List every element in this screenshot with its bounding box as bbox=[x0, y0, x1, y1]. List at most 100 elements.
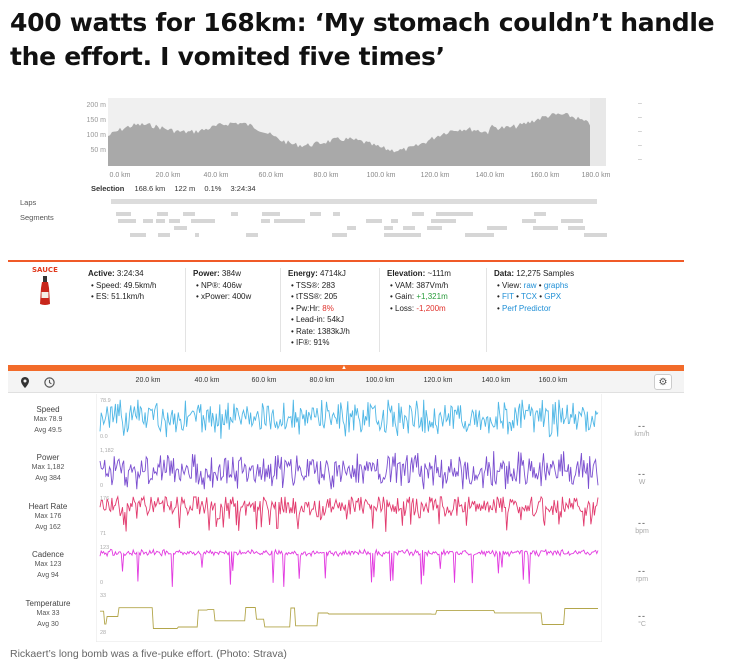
stream-name: Heart Rate bbox=[28, 502, 68, 511]
laps-label: Laps bbox=[20, 198, 37, 207]
fit-export-link[interactable]: FIT bbox=[502, 292, 514, 301]
segment-block[interactable] bbox=[403, 226, 415, 230]
data-label: Data: bbox=[494, 269, 515, 278]
stream-unit: km/h bbox=[634, 431, 650, 438]
map-pin-icon[interactable] bbox=[16, 374, 34, 390]
heart-rate-stream-label: Heart Rate Max 176 Avg 162 bbox=[8, 502, 88, 533]
segment-block[interactable] bbox=[332, 233, 347, 237]
gear-icon[interactable]: ⚙ bbox=[654, 374, 672, 390]
segment-block[interactable] bbox=[310, 212, 321, 216]
loss-label: • Loss: bbox=[390, 303, 417, 313]
segment-block[interactable] bbox=[130, 233, 146, 237]
panel-resize-handle[interactable] bbox=[8, 365, 684, 371]
data-value: 12,275 Samples bbox=[516, 269, 575, 278]
segment-block[interactable] bbox=[191, 219, 215, 223]
elevation-y-label: 50 m bbox=[90, 147, 106, 154]
segment-block[interactable] bbox=[184, 212, 191, 216]
elevation-column: Elevation: ~111m • VAM: 387Vm/h • Gain: … bbox=[379, 268, 451, 352]
sauce-stats-panel: SAUCE Active: 3:24:34 • Speed: 49.5km/h … bbox=[8, 260, 684, 367]
laps-bar[interactable] bbox=[111, 199, 597, 204]
hr-bottom-tick: 71 bbox=[100, 531, 107, 537]
segment-block[interactable] bbox=[384, 226, 393, 230]
elevation-side-mark: – bbox=[638, 100, 642, 107]
loss-value: -1,200m bbox=[416, 303, 446, 313]
segment-block[interactable] bbox=[522, 219, 536, 223]
graph-x-label: 80.0 km bbox=[309, 377, 335, 384]
data-exports: • FIT • TCX • GPX bbox=[497, 292, 562, 301]
gpx-export-link[interactable]: GPX bbox=[544, 292, 562, 301]
sauce-bottle-icon bbox=[40, 276, 50, 305]
data-column: Data: 12,275 Samples • View: raw • graph… bbox=[486, 268, 575, 352]
selection-label: Selection bbox=[91, 184, 125, 193]
cadence-top-tick: 123 bbox=[100, 545, 110, 551]
segment-block[interactable] bbox=[279, 219, 305, 223]
clock-icon[interactable] bbox=[40, 374, 58, 390]
elevation-profile-chart[interactable] bbox=[108, 98, 606, 166]
perf-predictor-link[interactable]: Perf Predictor bbox=[502, 303, 551, 313]
segment-block[interactable] bbox=[246, 233, 258, 237]
segment-block[interactable] bbox=[405, 233, 421, 237]
energy-ttss: • tTSS®: 205 bbox=[291, 292, 338, 301]
elevation-side-mark: – bbox=[638, 156, 642, 163]
hr-top-tick: 176 bbox=[100, 496, 110, 502]
view-graphs-link[interactable]: graphs bbox=[543, 280, 569, 290]
segment-block[interactable] bbox=[487, 226, 507, 230]
elevation-overview: 200 m 150 m 100 m 50 m 0.0 km 20.0 km 40… bbox=[8, 92, 684, 257]
elevation-unselected-region bbox=[590, 98, 606, 166]
segment-block[interactable] bbox=[333, 212, 340, 216]
heart-rate-stream-line bbox=[99, 495, 599, 532]
segment-block[interactable] bbox=[384, 233, 408, 237]
segment-block[interactable] bbox=[231, 212, 238, 216]
active-column: Active: 3:24:34 • Speed: 49.5km/h • ES: … bbox=[88, 268, 157, 303]
segment-block[interactable] bbox=[169, 219, 180, 223]
segment-block[interactable] bbox=[533, 226, 558, 230]
power-np: • NP®: 406w bbox=[196, 280, 242, 290]
graph-x-label: 160.0 km bbox=[538, 377, 568, 384]
segment-block[interactable] bbox=[412, 212, 424, 216]
segment-block[interactable] bbox=[261, 219, 270, 223]
segment-block[interactable] bbox=[158, 233, 170, 237]
segment-block[interactable] bbox=[347, 226, 356, 230]
segment-block[interactable] bbox=[116, 212, 131, 216]
segment-block[interactable] bbox=[456, 212, 473, 216]
elevation-y-label: 100 m bbox=[86, 132, 106, 139]
stream-dash: -- bbox=[638, 469, 646, 479]
elevation-profile-svg bbox=[108, 98, 606, 166]
segment-block[interactable] bbox=[262, 212, 280, 216]
segment-block[interactable] bbox=[470, 233, 494, 237]
segment-block[interactable] bbox=[562, 219, 579, 223]
segment-block[interactable] bbox=[534, 212, 546, 216]
stream-name: Power bbox=[36, 453, 60, 462]
segment-block[interactable] bbox=[391, 219, 398, 223]
cadence-stream-line bbox=[99, 548, 599, 587]
strava-screenshot: 200 m 150 m 100 m 50 m 0.0 km 20.0 km 40… bbox=[8, 92, 684, 642]
energy-value: 4714kJ bbox=[320, 269, 346, 278]
speed-top-tick: 78.9 bbox=[100, 398, 111, 404]
segment-block[interactable] bbox=[568, 226, 585, 230]
segment-block[interactable] bbox=[118, 219, 136, 223]
view-raw-link[interactable]: raw bbox=[523, 280, 537, 290]
segment-block[interactable] bbox=[195, 233, 199, 237]
segment-block[interactable] bbox=[431, 219, 456, 223]
elevation-x-label: 20.0 km bbox=[155, 172, 181, 179]
segment-block[interactable] bbox=[436, 212, 456, 216]
streams-plot-area[interactable] bbox=[96, 394, 602, 642]
stream-unit: rpm bbox=[635, 576, 649, 583]
active-label: Active: bbox=[88, 269, 115, 278]
elevation-side-mark: – bbox=[638, 114, 642, 121]
elevation-x-label: 120.0 km bbox=[420, 172, 450, 179]
speed-stream-label: Speed Max 78.9 Avg 49.5 bbox=[8, 405, 88, 436]
stream-dash: -- bbox=[638, 566, 646, 576]
segment-block[interactable] bbox=[156, 219, 165, 223]
segment-block[interactable] bbox=[366, 219, 382, 223]
elevation-stat-label: Elevation: bbox=[387, 269, 426, 278]
segment-block[interactable] bbox=[174, 226, 187, 230]
segment-block[interactable] bbox=[584, 233, 607, 237]
tcx-export-link[interactable]: TCX bbox=[521, 292, 537, 301]
speed-stream-line bbox=[99, 399, 599, 439]
temperature-readout: -- °C bbox=[622, 611, 662, 628]
segment-block[interactable] bbox=[157, 212, 168, 216]
segment-block[interactable] bbox=[427, 226, 442, 230]
segment-block[interactable] bbox=[143, 219, 153, 223]
stream-avg: Avg 162 bbox=[35, 524, 61, 531]
